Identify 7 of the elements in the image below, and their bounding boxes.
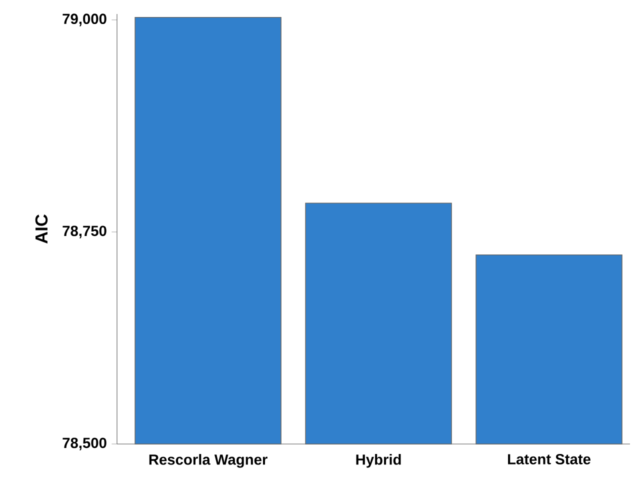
- y-tick-label: 78,500: [62, 438, 106, 450]
- y-tick-label: 79,000: [62, 14, 106, 26]
- y-tick-label: 78,750: [62, 226, 106, 238]
- x-tick-label: Latent State: [508, 454, 590, 464]
- x-tick-label: Hybrid: [356, 454, 401, 468]
- y-axis-title: AIC: [35, 214, 48, 244]
- x-tick-label: Rescorla Wagner: [149, 454, 268, 468]
